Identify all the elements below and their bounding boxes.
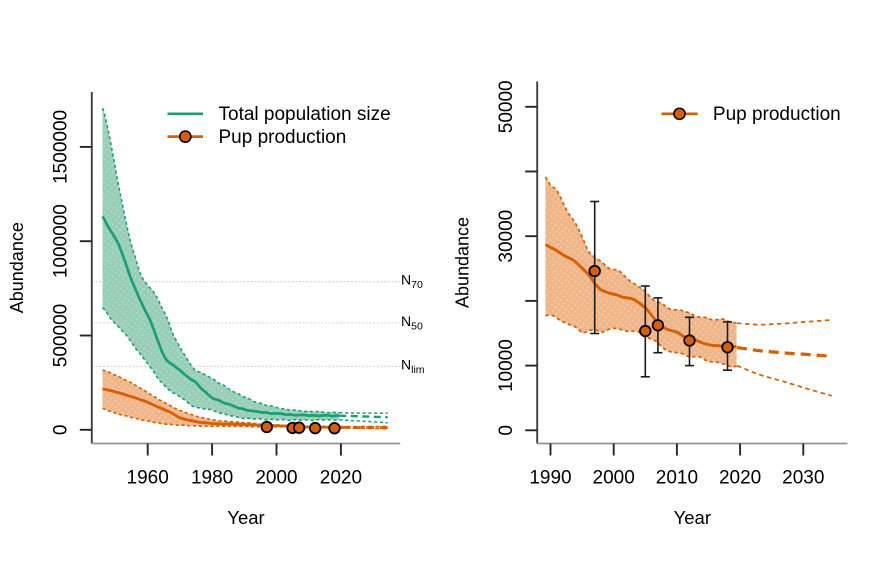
svg-text:0: 0	[51, 425, 72, 436]
svg-text:1000000: 1000000	[51, 204, 72, 278]
svg-text:2020: 2020	[320, 468, 362, 489]
svg-text:1990: 1990	[529, 468, 571, 489]
svg-text:1500000: 1500000	[51, 110, 72, 184]
svg-text:500000: 500000	[51, 304, 72, 367]
svg-text:2000: 2000	[255, 468, 297, 489]
svg-text:50000: 50000	[496, 80, 517, 133]
svg-text:Pup production: Pup production	[713, 104, 841, 125]
svg-text:0: 0	[496, 425, 517, 436]
svg-text:30000: 30000	[496, 210, 517, 263]
svg-text:2010: 2010	[656, 468, 698, 489]
svg-text:Total population size: Total population size	[219, 104, 391, 125]
svg-text:10000: 10000	[496, 339, 517, 392]
svg-text:2030: 2030	[782, 468, 824, 489]
svg-text:2020: 2020	[719, 468, 761, 489]
svg-text:Year: Year	[674, 507, 711, 528]
svg-text:Abundance: Abundance	[453, 217, 473, 308]
svg-text:Year: Year	[227, 507, 264, 528]
svg-text:1960: 1960	[127, 468, 169, 489]
svg-text:Pup production: Pup production	[219, 127, 347, 148]
svg-text:Abundance: Abundance	[7, 222, 27, 313]
svg-text:1980: 1980	[191, 468, 233, 489]
svg-text:2000: 2000	[593, 468, 635, 489]
